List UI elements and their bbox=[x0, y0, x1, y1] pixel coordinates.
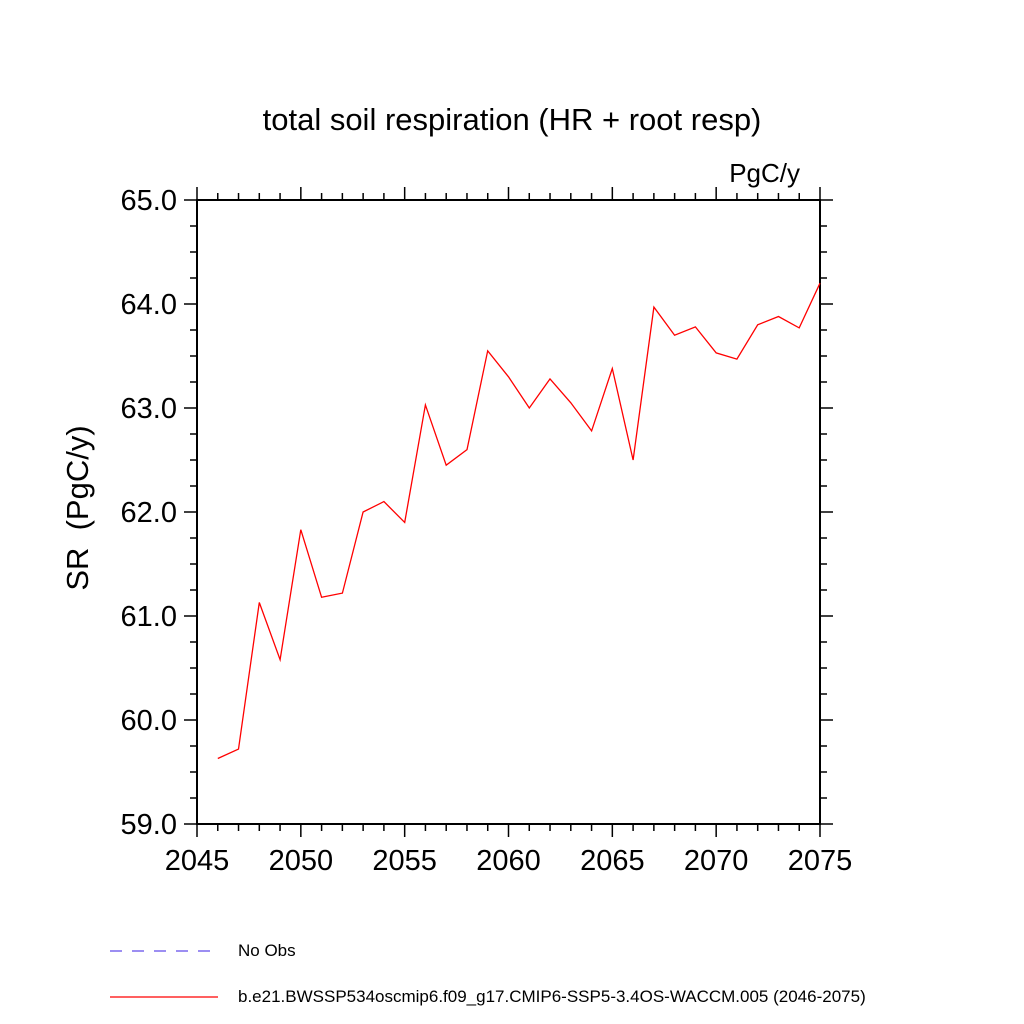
svg-text:59.0: 59.0 bbox=[121, 809, 177, 841]
svg-text:60.0: 60.0 bbox=[121, 705, 177, 737]
svg-text:2065: 2065 bbox=[580, 845, 645, 877]
legend: No Obs b.e21.BWSSP534oscmip6.f09_g17.CMI… bbox=[108, 941, 866, 1024]
chart-title: total soil respiration (HR + root resp) bbox=[262, 102, 762, 137]
svg-text:65.0: 65.0 bbox=[121, 185, 177, 217]
legend-item-model-run: b.e21.BWSSP534oscmip6.f09_g17.CMIP6-SSP5… bbox=[108, 987, 866, 1006]
svg-text:2050: 2050 bbox=[269, 845, 334, 877]
svg-text:2045: 2045 bbox=[165, 845, 230, 877]
units-label: PgC/y bbox=[729, 158, 800, 188]
legend-item-no-obs: No Obs bbox=[108, 941, 866, 960]
svg-text:2070: 2070 bbox=[684, 845, 749, 877]
svg-text:61.0: 61.0 bbox=[121, 601, 177, 633]
svg-text:2055: 2055 bbox=[372, 845, 437, 877]
legend-label-no-obs: No Obs bbox=[238, 941, 296, 960]
svg-text:63.0: 63.0 bbox=[121, 393, 177, 425]
model-run-line-swatch bbox=[110, 996, 218, 998]
svg-text:62.0: 62.0 bbox=[121, 497, 177, 529]
no-obs-dashed-line-swatch bbox=[110, 950, 218, 952]
svg-text:2060: 2060 bbox=[476, 845, 541, 877]
svg-text:2075: 2075 bbox=[788, 845, 853, 877]
svg-text:64.0: 64.0 bbox=[121, 289, 177, 321]
legend-label-model-run: b.e21.BWSSP534oscmip6.f09_g17.CMIP6-SSP5… bbox=[238, 987, 866, 1006]
